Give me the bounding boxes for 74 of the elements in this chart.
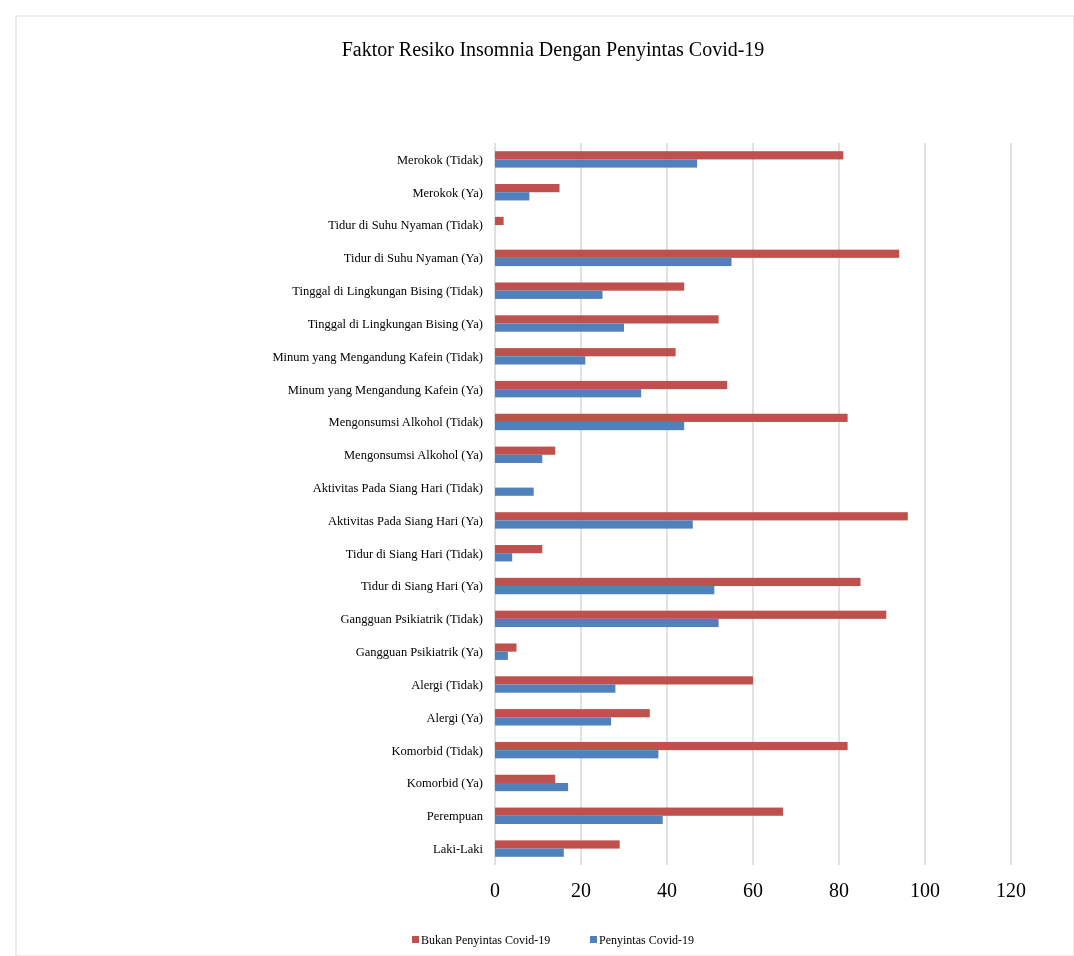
- bar: [495, 323, 624, 332]
- y-tick-label: Minum yang Mengandung Kafein (Tidak): [272, 349, 483, 364]
- bar: [495, 750, 659, 759]
- y-tick-label: Tidur di Suhu Nyaman (Tidak): [328, 218, 483, 233]
- legend-label: Bukan Penyintas Covid-19: [421, 933, 551, 948]
- bar: [495, 413, 848, 422]
- bar: [495, 643, 517, 652]
- bar: [495, 586, 715, 595]
- y-tick-label: Perempuan: [426, 809, 484, 824]
- y-tick-label: Komorbid (Ya): [406, 776, 483, 791]
- bar: [495, 151, 844, 160]
- y-tick-label: Tidur di Suhu Nyaman (Ya): [343, 251, 483, 266]
- y-tick-label: Tinggal di Lingkungan Bising (Tidak): [292, 284, 483, 299]
- bar: [495, 676, 753, 685]
- bar: [495, 356, 586, 365]
- bar: [495, 848, 564, 857]
- y-tick-label: Alergi (Ya): [426, 710, 483, 725]
- bar: [495, 216, 504, 226]
- bar: [495, 159, 698, 168]
- y-tick-label: Tinggal di Lingkungan Bising (Ya): [307, 316, 483, 331]
- y-tick-label: Tidur di Siang Hari (Ya): [361, 579, 483, 594]
- x-tick-label: 20: [571, 879, 591, 901]
- bar: [495, 290, 603, 299]
- bar: [495, 840, 620, 849]
- bar: [495, 192, 530, 201]
- chart-title: Faktor Resiko Insomnia Dengan Penyintas Covid-19: [341, 38, 765, 61]
- bar: [495, 618, 719, 628]
- y-tick-label: Alergi (Tidak): [411, 677, 483, 692]
- y-tick-label: Aktivitas Pada Siang Hari (Ya): [328, 513, 483, 528]
- bar: [495, 684, 616, 693]
- x-tick-label: 0: [490, 879, 500, 901]
- bar: [495, 421, 685, 431]
- bar: [495, 553, 513, 562]
- y-tick-label: Minum yang Mengandung Kafein (Ya): [287, 382, 483, 397]
- bar: [495, 380, 728, 390]
- bar: [495, 257, 732, 267]
- y-tick-label: Gangguan Psikiatrik (Tidak): [340, 612, 483, 627]
- y-tick-label: Tidur di Siang Hari (Tidak): [345, 546, 483, 561]
- bar: [495, 184, 560, 193]
- bar: [495, 520, 693, 529]
- bar: [495, 487, 534, 496]
- bar: [495, 741, 848, 751]
- x-tick-label: 40: [657, 879, 677, 901]
- y-tick-label: Merokok (Ya): [412, 185, 483, 200]
- y-tick-label: Mengonsumsi Alkohol (Ya): [343, 448, 483, 463]
- bar: [495, 454, 543, 463]
- x-tick-label: 80: [829, 879, 849, 901]
- y-tick-label: Gangguan Psikiatrik (Ya): [355, 645, 483, 660]
- bar: [495, 717, 612, 726]
- y-tick-label: Laki-Laki: [433, 841, 484, 856]
- bar: [495, 315, 719, 324]
- x-tick-label: 100: [910, 879, 940, 901]
- bar: [495, 249, 900, 258]
- bar: [495, 651, 508, 660]
- x-tick-label: 60: [743, 879, 763, 901]
- bar: [495, 282, 685, 291]
- bar: [495, 782, 569, 792]
- bar: [495, 807, 784, 816]
- y-tick-label: Mengonsumsi Alkohol (Tidak): [328, 415, 483, 430]
- bar: [495, 815, 663, 824]
- bar: [495, 610, 887, 619]
- legend-label: Penyintas Covid-19: [599, 933, 694, 948]
- y-tick-label: Aktivitas Pada Siang Hari (Tidak): [312, 480, 483, 495]
- y-tick-label: Merokok (Tidak): [397, 152, 483, 167]
- x-tick-label: 120: [996, 879, 1026, 901]
- bar: [495, 446, 556, 455]
- bar: [495, 709, 650, 718]
- bar: [495, 512, 908, 521]
- bar: [495, 545, 543, 554]
- bar: [495, 348, 676, 357]
- bar: [495, 389, 642, 398]
- y-tick-label: Komorbid (Tidak): [391, 743, 483, 758]
- bar: [495, 774, 556, 783]
- bar: [495, 577, 861, 587]
